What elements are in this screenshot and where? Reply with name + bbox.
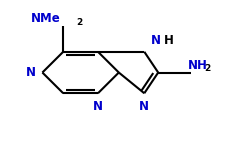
Text: N: N <box>93 100 103 113</box>
Text: N: N <box>25 66 35 79</box>
Text: NMe: NMe <box>31 12 61 25</box>
Text: H: H <box>164 34 174 47</box>
Text: N: N <box>151 34 161 47</box>
Text: 2: 2 <box>205 64 211 73</box>
Text: N: N <box>139 100 149 113</box>
Text: NH: NH <box>188 59 208 72</box>
Text: 2: 2 <box>76 18 82 27</box>
